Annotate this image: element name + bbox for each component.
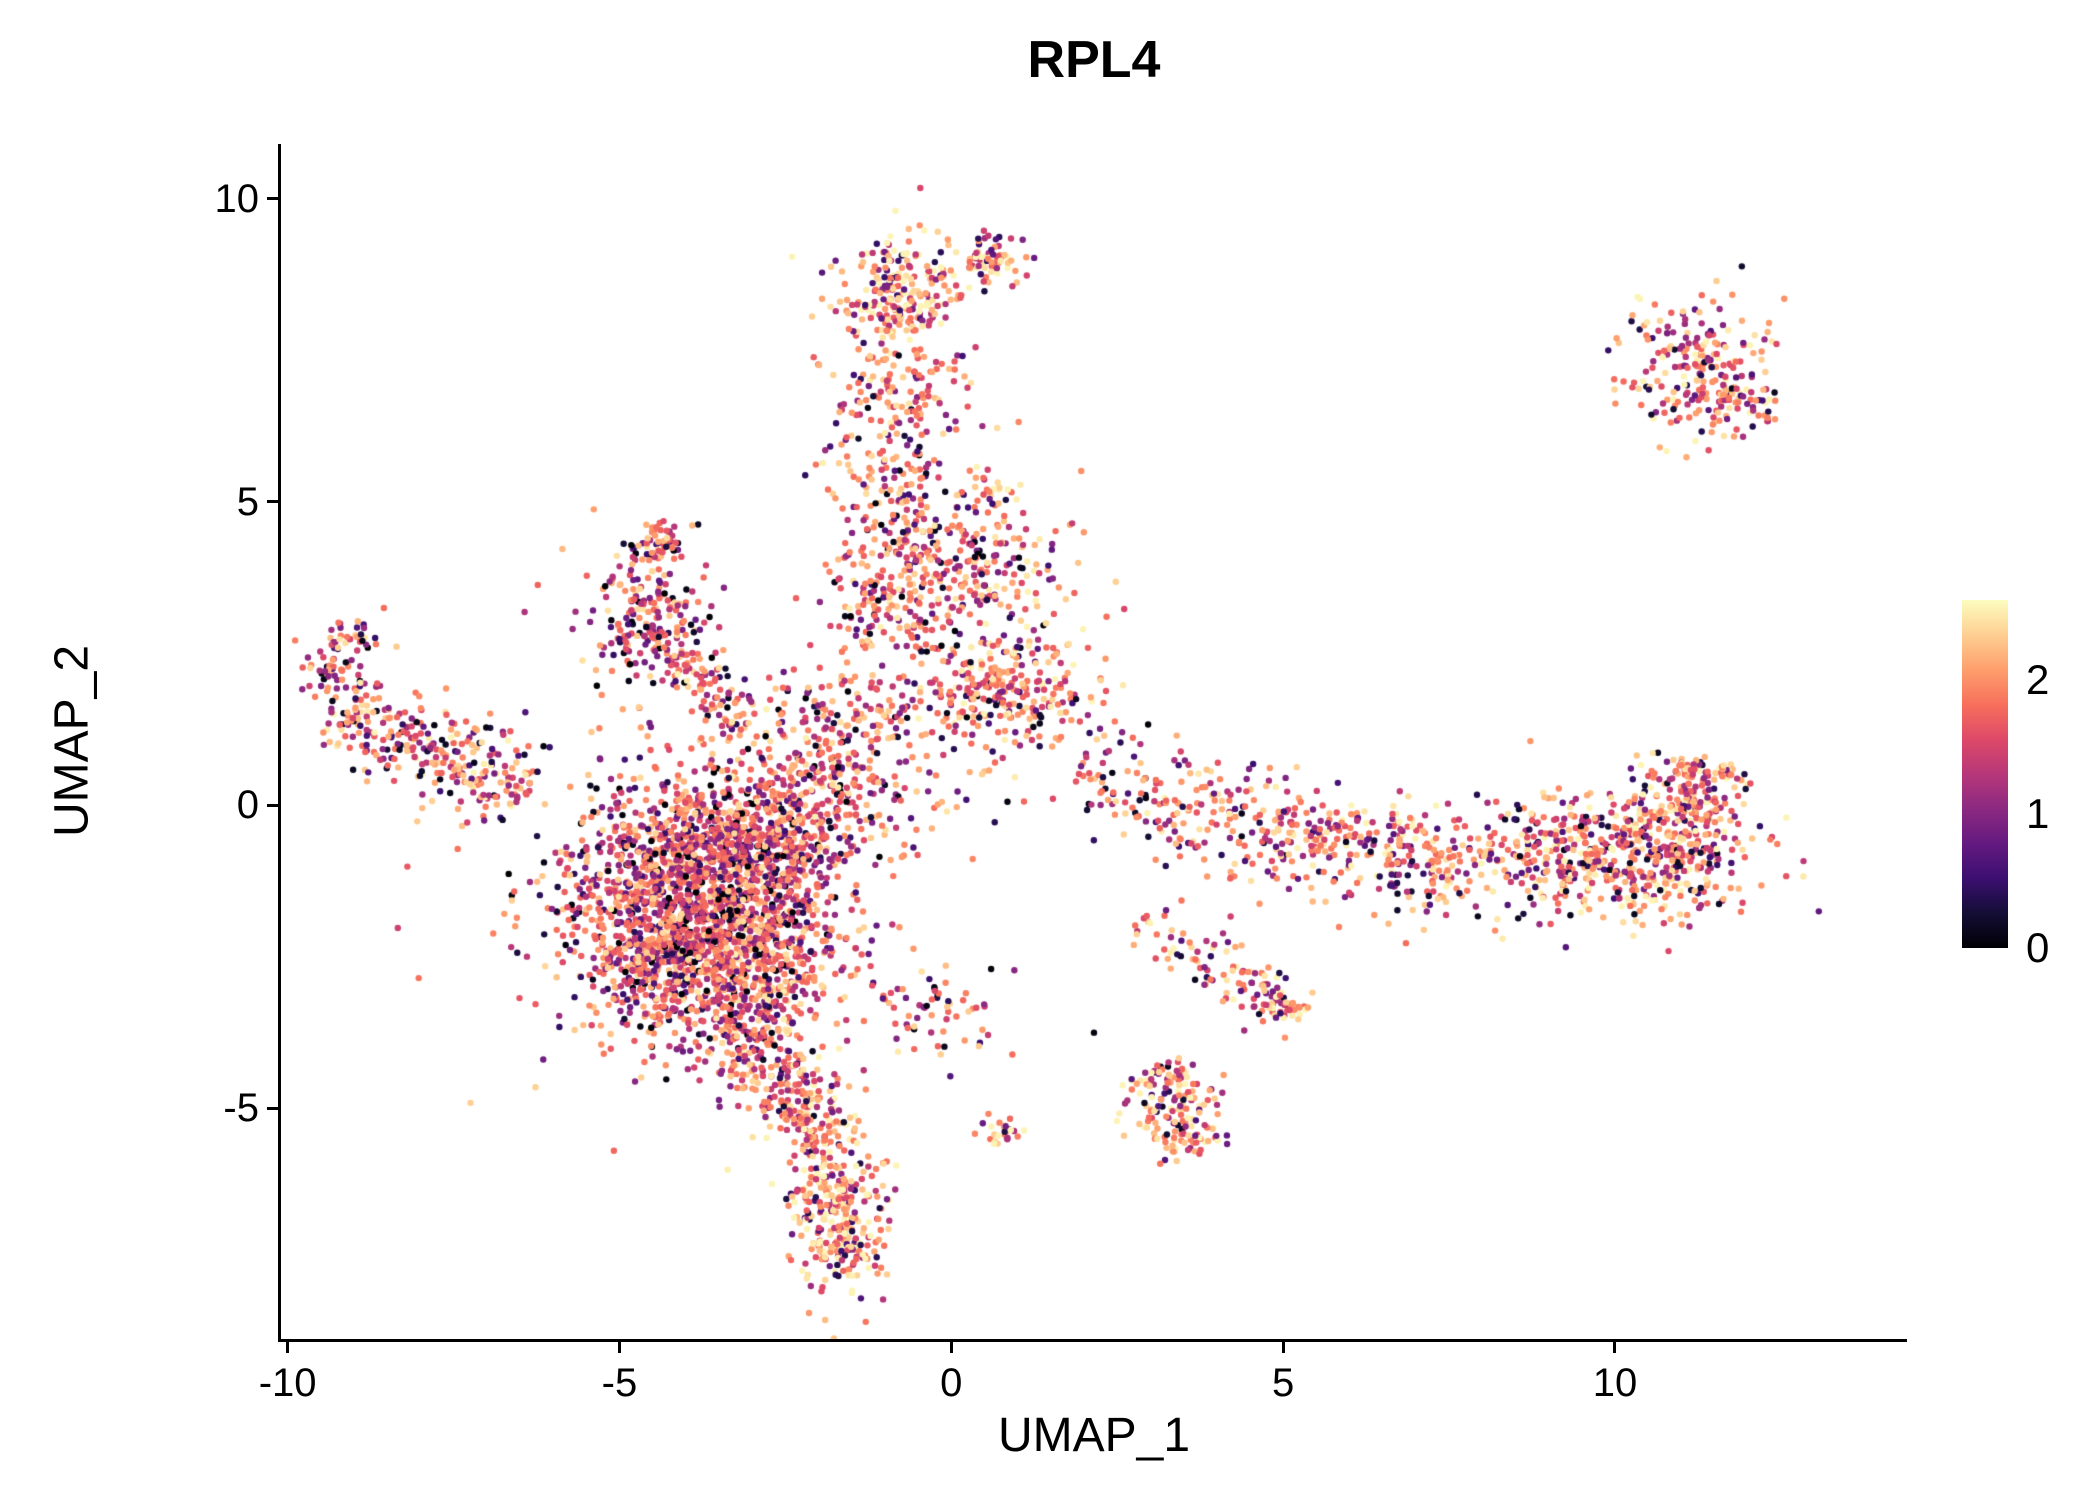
colorbar-tick-label: 1	[2026, 790, 2050, 838]
x-tick-mark	[1613, 1339, 1617, 1353]
y-tick-label: 5	[236, 479, 259, 524]
y-tick-mark	[267, 197, 281, 201]
x-tick-label: -5	[601, 1361, 638, 1405]
scatter-canvas	[281, 144, 1907, 1339]
y-tick-label: -5	[223, 1086, 259, 1131]
x-tick-label: 10	[1592, 1361, 1638, 1405]
y-axis-line	[278, 144, 281, 1342]
plot-title: RPL4	[1027, 31, 1161, 89]
x-tick-mark	[617, 1339, 621, 1353]
y-tick-label: 10	[214, 176, 260, 221]
y-tick-mark	[267, 1106, 281, 1110]
y-tick-label: 0	[236, 783, 259, 828]
x-tick-label: -10	[258, 1361, 317, 1405]
y-tick-mark	[267, 803, 281, 807]
x-tick-label: 0	[940, 1361, 963, 1405]
x-tick-mark	[949, 1339, 953, 1353]
x-axis-title: UMAP_1	[997, 1409, 1191, 1462]
x-axis-line	[278, 1339, 1907, 1342]
x-tick-label: 5	[1272, 1361, 1295, 1405]
colorbar-gradient	[1962, 600, 2008, 948]
x-tick-mark	[286, 1339, 290, 1353]
y-axis-title: UMAP_2	[45, 644, 99, 838]
colorbar-tick-label: 2	[2026, 656, 2050, 704]
y-tick-mark	[267, 500, 281, 504]
colorbar-tick-label: 0	[2026, 924, 2050, 971]
x-tick-mark	[1281, 1339, 1285, 1353]
